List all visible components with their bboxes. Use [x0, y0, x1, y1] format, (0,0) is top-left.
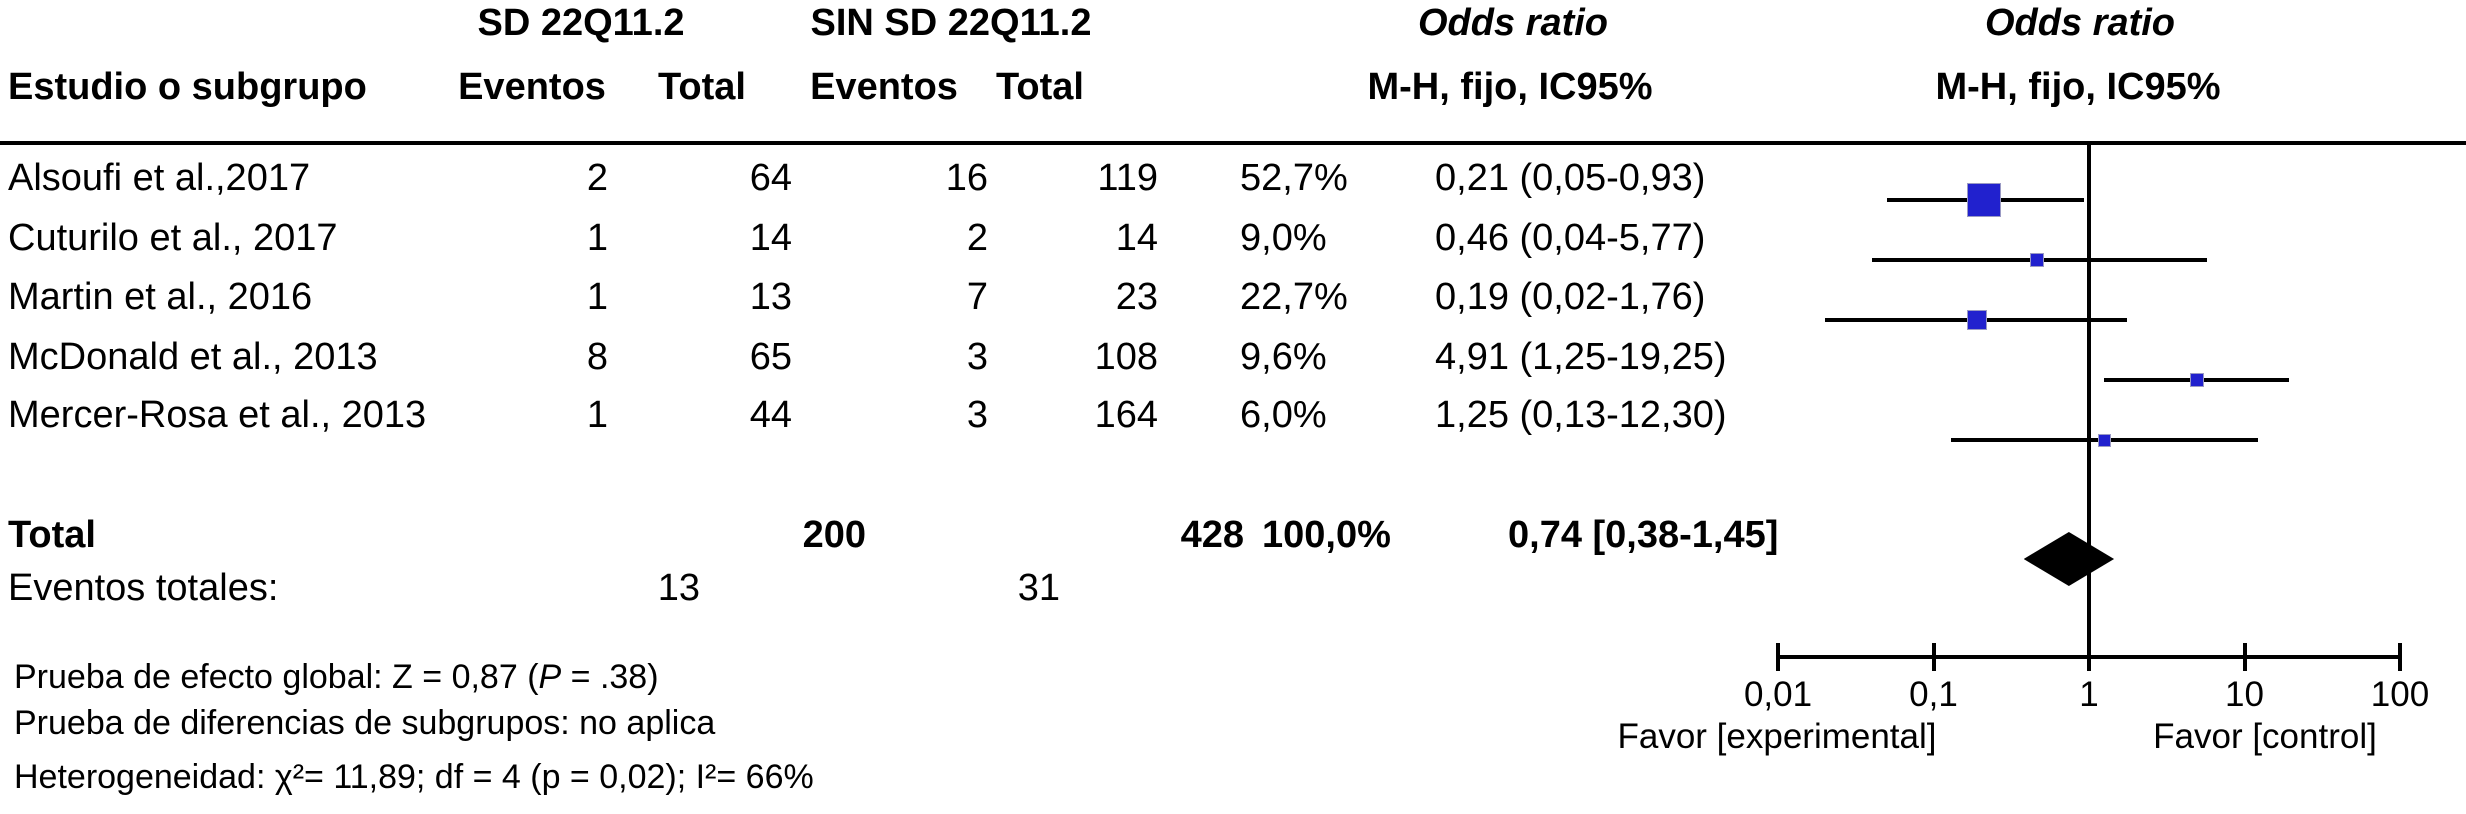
axis-tick-label: 0,1	[1909, 675, 1958, 714]
study-events1: 1	[586, 394, 608, 436]
effect-marker	[2029, 253, 2044, 267]
study-total1: 64	[749, 157, 792, 199]
study-events2: 16	[945, 157, 988, 199]
study-weight: 9,0%	[1240, 217, 1327, 259]
study-label: Cuturilo et al., 2017	[8, 217, 338, 259]
overall-effect-test-value: = .38)	[561, 658, 659, 696]
heterogeneity-stats: Heterogeneidad: χ²= 11,89; df = 4 (p = 0…	[14, 758, 814, 796]
axis-tick	[2087, 643, 2091, 671]
study-or-ci: 1,25 (0,13-12,30)	[1435, 394, 1727, 436]
method-column-header-1: M-H, fijo, IC95%	[1367, 66, 1653, 108]
total-row-weight: 100,0%	[1262, 514, 1391, 556]
study-events1: 1	[586, 217, 608, 259]
study-total2: 164	[1094, 394, 1158, 436]
subgroup-difference-test: Prueba de diferencias de subgrupos: no a…	[14, 704, 716, 742]
study-events1: 2	[586, 157, 608, 199]
overall-effect-test-text: Prueba de efecto global: Z = 0,87 (	[14, 658, 539, 696]
total2-column-header: Total	[996, 66, 1084, 108]
study-events2: 3	[966, 336, 988, 378]
p-symbol: P	[538, 658, 562, 696]
favor-right-label: Favor [control]	[2153, 717, 2377, 756]
axis-tick-label: 0,01	[1743, 675, 1813, 714]
group1-header: SD 22Q11.2	[477, 2, 685, 44]
total-row-total1: 200	[802, 514, 866, 556]
header-rule	[0, 141, 2466, 145]
overall-effect-test: Prueba de efecto global: Z = 0,87 (P = .…	[14, 660, 659, 694]
total1-column-header: Total	[658, 66, 746, 108]
study-column-header: Estudio o subgrupo	[8, 66, 367, 108]
study-events2: 7	[966, 276, 988, 318]
favor-left-label: Favor [experimental]	[1617, 717, 1937, 756]
axis-tick-label: 1	[2079, 675, 2099, 714]
study-total1: 14	[749, 217, 792, 259]
axis-tick	[1931, 643, 1936, 671]
total-row-label: Total	[8, 514, 96, 556]
study-total1: 13	[749, 276, 792, 318]
study-weight: 9,6%	[1240, 336, 1327, 378]
study-or-ci: 0,46 (0,04-5,77)	[1435, 217, 1706, 259]
axis-tick	[1776, 643, 1780, 671]
study-events2: 2	[966, 217, 988, 259]
study-total2: 108	[1094, 336, 1158, 378]
study-label: Alsoufi et al.,2017	[8, 157, 311, 199]
axis-tick	[2242, 643, 2247, 671]
study-total2: 23	[1115, 276, 1158, 318]
study-total1: 44	[749, 394, 792, 436]
events1-column-header: Eventos	[458, 66, 606, 108]
study-weight: 52,7%	[1240, 157, 1348, 199]
effect-marker	[1966, 310, 1987, 330]
study-or-ci: 4,91 (1,25-19,25)	[1435, 336, 1727, 378]
study-events1: 8	[586, 336, 608, 378]
total-row-or: 0,74 [0,38-1,45]	[1508, 514, 1779, 556]
effect-marker	[2097, 433, 2111, 447]
study-events2: 3	[966, 394, 988, 436]
axis-tick	[2398, 643, 2402, 671]
study-weight: 22,7%	[1240, 276, 1348, 318]
axis-tick-label: 10	[2225, 675, 2264, 714]
total-events-label: Eventos totales:	[8, 567, 279, 609]
study-label: Mercer-Rosa et al., 2013	[8, 394, 427, 436]
study-or-ci: 0,21 (0,05-0,93)	[1435, 157, 1706, 199]
total-events-events2: 31	[1017, 567, 1060, 609]
study-label: Martin et al., 2016	[8, 276, 313, 318]
study-label: McDonald et al., 2013	[8, 336, 378, 378]
method-column-header-2: M-H, fijo, IC95%	[1935, 66, 2221, 108]
study-total2: 14	[1115, 217, 1158, 259]
odds-ratio-header-2: Odds ratio	[1984, 2, 2176, 44]
total-diamond	[2023, 532, 2115, 586]
axis-tick-label: 100	[2370, 675, 2430, 714]
group2-header: SIN SD 22Q11.2	[810, 2, 1092, 44]
study-or-ci: 0,19 (0,02-1,76)	[1435, 276, 1706, 318]
total-row-total2: 428	[1180, 514, 1244, 556]
odds-ratio-header-1: Odds ratio	[1417, 2, 1609, 44]
study-weight: 6,0%	[1240, 394, 1327, 436]
effect-marker	[1966, 183, 2001, 217]
study-total1: 65	[749, 336, 792, 378]
total-events-events1: 13	[657, 567, 700, 609]
effect-marker	[2189, 373, 2204, 387]
no-effect-line	[2087, 143, 2091, 659]
study-total2: 119	[1097, 157, 1158, 199]
events2-column-header: Eventos	[810, 66, 958, 108]
study-events1: 1	[586, 276, 608, 318]
